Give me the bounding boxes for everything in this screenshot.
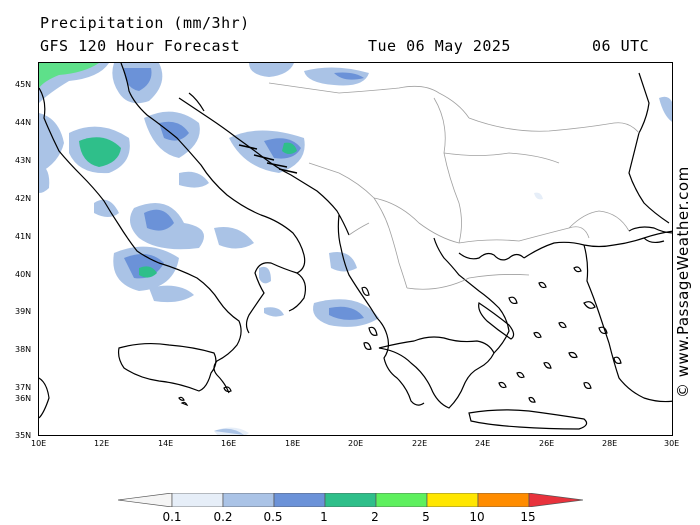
lat-label: 36N	[15, 394, 32, 403]
legend-cell	[324, 493, 377, 507]
precipitation-map[interactable]	[38, 62, 673, 436]
copyright-credit: © www.PassageWeather.com	[674, 166, 692, 398]
lon-label: 10E	[31, 439, 47, 448]
legend-tick: 0.2	[213, 510, 233, 524]
forecast-time: 06 UTC	[592, 37, 650, 55]
lat-label: 37N	[15, 383, 32, 392]
legend-cell	[118, 493, 173, 507]
lon-label: 24E	[475, 439, 491, 448]
chart-title: Precipitation (mm/3hr)	[40, 14, 250, 32]
lon-label: 14E	[158, 439, 174, 448]
forecast-subtitle: GFS 120 Hour Forecast	[40, 37, 241, 55]
lat-label: 44N	[15, 118, 32, 127]
lat-label: 43N	[15, 156, 32, 165]
legend-tick: 10	[469, 510, 485, 524]
lat-label: 39N	[15, 307, 32, 316]
lon-label: 20E	[348, 439, 364, 448]
lon-label: 22E	[412, 439, 428, 448]
lon-label: 16E	[221, 439, 237, 448]
legend-tick: 0.5	[263, 510, 283, 524]
legend-cell	[222, 493, 275, 507]
legend-tick: 5	[422, 510, 430, 524]
legend-cell	[171, 493, 224, 507]
legend-cell	[273, 493, 326, 507]
lat-label: 45N	[15, 80, 32, 89]
lon-label: 28E	[602, 439, 618, 448]
lon-label: 30E	[664, 439, 680, 448]
map-canvas	[39, 63, 672, 435]
lat-label: 38N	[15, 345, 32, 354]
legend-cell	[477, 493, 530, 507]
coastlines	[39, 63, 672, 430]
country-borders	[268, 82, 640, 290]
lon-label: 26E	[539, 439, 555, 448]
legend-tick: 15	[520, 510, 536, 524]
precip-shading	[39, 63, 672, 435]
legend-cell	[528, 493, 583, 507]
lon-label: 18E	[285, 439, 301, 448]
legend-tick: 2	[371, 510, 379, 524]
forecast-date: Tue 06 May 2025	[368, 37, 511, 55]
legend-cell	[375, 493, 428, 507]
legend-cell	[426, 493, 479, 507]
lat-label: 35N	[15, 431, 32, 440]
lat-label: 41N	[15, 232, 32, 241]
precip-legend-bar	[118, 493, 583, 507]
lat-label: 42N	[15, 194, 32, 203]
legend-tick: 0.1	[162, 510, 182, 524]
legend-tick: 1	[320, 510, 328, 524]
lat-label: 40N	[15, 270, 32, 279]
lon-label: 12E	[94, 439, 110, 448]
